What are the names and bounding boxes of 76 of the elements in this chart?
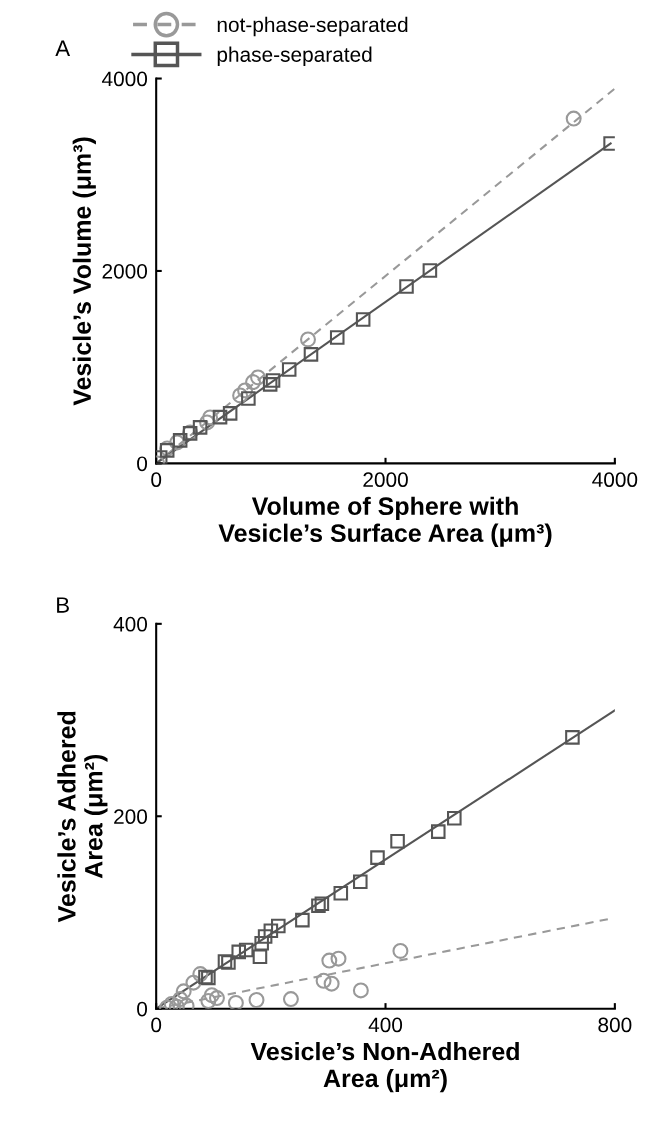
legend-label: not-phase-separated: [217, 16, 408, 37]
x-tick-label: 4000: [592, 472, 638, 488]
point: [323, 975, 340, 992]
x-axis-title: Vesicle’s Non-Adhered Area (μm²): [250, 1041, 519, 1093]
point: [314, 896, 330, 912]
point: [163, 995, 180, 1009]
point: [311, 898, 326, 914]
point: [295, 912, 310, 928]
point: [330, 950, 347, 967]
point: [329, 330, 345, 345]
point: [565, 110, 582, 127]
point: [281, 362, 297, 377]
x-tick-label: 400: [368, 1017, 403, 1033]
point: [200, 993, 217, 1009]
point: [227, 994, 244, 1009]
point: [333, 885, 349, 901]
point: [430, 824, 446, 839]
x-tick-label: 0: [151, 1017, 162, 1033]
point: [208, 990, 225, 1007]
y-tick-label: 2000: [102, 263, 148, 279]
x-tick-label: 2000: [363, 472, 408, 488]
point: [175, 983, 192, 1000]
point: [248, 992, 265, 1008]
point: [203, 987, 220, 1004]
y-tick-label: 400: [113, 616, 148, 632]
x-axis-title: Volume of Sphere with Vesicle’s Surface Area (μm³): [218, 496, 552, 547]
legend-label: phase-separated: [217, 46, 372, 67]
point: [447, 810, 462, 826]
chart-title: A: [55, 40, 71, 56]
point: [303, 347, 319, 362]
point: [221, 955, 236, 970]
point: [399, 279, 414, 294]
y-axis-title: Vesicle’s Volume (μm³): [72, 137, 96, 406]
point: [321, 952, 338, 969]
point: [192, 420, 208, 435]
y-tick-label: 200: [114, 809, 148, 825]
point: [222, 406, 238, 421]
point: [352, 982, 369, 999]
point: [353, 874, 368, 889]
point: [263, 923, 279, 939]
x-tick-label: 800: [598, 1017, 632, 1033]
point: [370, 850, 385, 865]
point: [185, 974, 202, 991]
point: [232, 387, 249, 404]
point: [250, 369, 266, 386]
point: [202, 409, 219, 426]
point: [252, 949, 268, 965]
y-tick-label: 0: [137, 1001, 148, 1017]
point: [257, 929, 273, 944]
point: [237, 382, 254, 399]
y-tick-label: 4000: [101, 71, 148, 87]
point: [245, 374, 262, 391]
point: [231, 944, 247, 960]
point: [192, 966, 209, 983]
point: [172, 991, 189, 1008]
point: [355, 312, 371, 327]
chart-title: B: [57, 597, 69, 613]
point: [212, 409, 228, 425]
point: [265, 373, 281, 388]
point: [254, 935, 269, 951]
x-tick-label: 0: [151, 472, 162, 488]
point: [282, 991, 299, 1008]
point: [392, 942, 409, 959]
point: [262, 377, 278, 392]
point: [300, 331, 316, 348]
point: [390, 833, 405, 849]
point: [241, 391, 256, 406]
point: [422, 263, 438, 278]
point: [271, 918, 286, 934]
point: [238, 942, 254, 958]
point: [565, 730, 580, 745]
y-tick-label: 0: [137, 456, 148, 472]
point: [217, 954, 233, 969]
point: [315, 972, 332, 989]
y-axis-title: Vesicle’s Adhered Area (μm²): [57, 711, 108, 923]
point: [199, 414, 216, 431]
